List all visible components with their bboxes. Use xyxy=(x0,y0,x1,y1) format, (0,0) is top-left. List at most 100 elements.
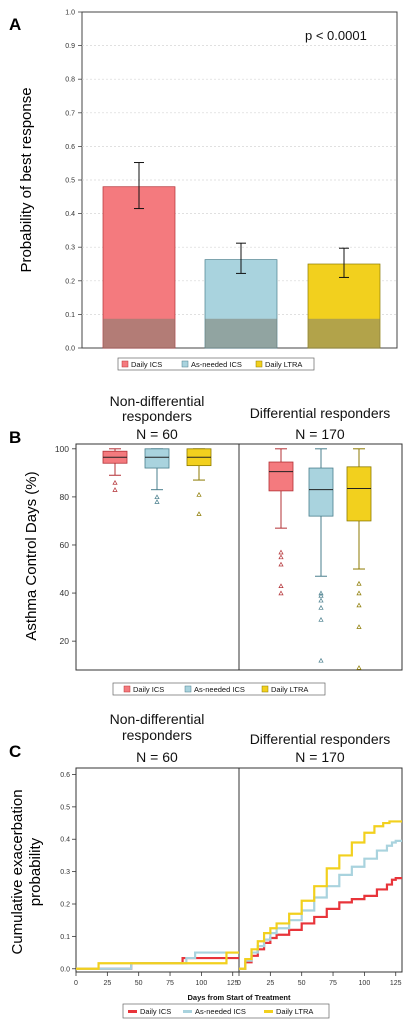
y-tick-label: 0.3 xyxy=(65,245,75,252)
outlier-daily-ltra xyxy=(356,580,362,586)
legend-label-daily-ltra: Daily LTRA xyxy=(271,685,308,694)
y-tick-label: 0.5 xyxy=(60,804,70,811)
panel-b-group1-title-line2: responders xyxy=(122,408,192,424)
panel-b-group2-n: N = 170 xyxy=(295,426,345,442)
legend-label-daily-ics: Daily ICS xyxy=(131,360,162,369)
panel-letter-b: B xyxy=(9,428,21,447)
y-tick-label: 0.4 xyxy=(60,837,70,844)
x-tick-label: 50 xyxy=(298,980,306,987)
outlier-daily-ltra xyxy=(356,665,362,670)
panel-b-y-label: Asthma Control Days (%) xyxy=(23,471,40,640)
outlier-daily-ics xyxy=(112,479,118,485)
outlier-daily-ltra xyxy=(196,511,202,516)
y-tick-label: 40 xyxy=(60,588,70,598)
legend-label-daily-ltra: Daily LTRA xyxy=(265,360,302,369)
y-tick-label: 0.7 xyxy=(65,110,75,117)
outlier-as-needed-ics xyxy=(318,590,324,596)
panel-letter-c: C xyxy=(9,742,21,761)
panel-b-legend: Daily ICS As-needed ICS Daily LTRA xyxy=(112,682,326,696)
panel-a-y-label: Probability of best response xyxy=(18,87,35,272)
y-tick-label: 0.9 xyxy=(65,43,75,50)
box-daily-ics xyxy=(268,461,294,492)
y-tick-label: 0.2 xyxy=(65,278,75,285)
panel-a-legend: Daily ICS As-needed ICS Daily LTRA xyxy=(117,357,315,371)
x-tick-label: 125 xyxy=(390,980,402,987)
y-tick-label: 0.3 xyxy=(60,869,70,876)
outlier-daily-ics xyxy=(112,487,118,492)
x-tick-label: 25 xyxy=(103,980,111,987)
panel-c-group1-title-line2: responders xyxy=(122,727,192,743)
y-tick-label: 0.6 xyxy=(65,144,75,151)
curve-daily-ltra-differential xyxy=(239,820,402,970)
legend-swatch-daily-ltra xyxy=(255,360,263,368)
legend-swatch-as-needed-ics xyxy=(181,360,189,368)
y-tick-label: 0.4 xyxy=(65,211,75,218)
outlier-daily-ics xyxy=(278,549,284,555)
panel-c-y-label-line2: probability xyxy=(27,837,44,906)
bar-base-daily-ics xyxy=(103,318,175,348)
box-as-needed-ics xyxy=(308,467,334,517)
y-tick-label: 20 xyxy=(60,636,70,646)
legend-swatch-as-needed-ics xyxy=(184,685,192,693)
x-tick-label: 100 xyxy=(196,980,208,987)
y-tick-label: 0.6 xyxy=(60,772,70,779)
y-tick-label: 0.1 xyxy=(65,312,75,319)
legend-frame xyxy=(112,682,326,696)
legend-label-as-needed-ics: As-needed ICS xyxy=(191,360,242,369)
legend-swatch-daily-ics xyxy=(123,685,131,693)
panel-c-group2-title: Differential responders xyxy=(250,731,391,747)
y-tick-label: 0.0 xyxy=(60,966,70,973)
outlier-as-needed-ics xyxy=(318,657,324,663)
legend-line-daily-ltra xyxy=(264,1010,273,1013)
legend-swatch-daily-ics xyxy=(121,360,129,368)
outlier-as-needed-ics xyxy=(318,592,324,598)
curve-daily-ics-differential xyxy=(239,876,402,970)
outlier-as-needed-ics xyxy=(154,494,160,500)
panel-letter-a: A xyxy=(9,15,21,34)
legend-label-daily-ics: Daily ICS xyxy=(140,1007,171,1016)
panel-c-x-label: Days from Start of Treatment xyxy=(188,993,291,1002)
x-tick-label: 50 xyxy=(135,980,143,987)
outlier-daily-ltra xyxy=(356,602,362,608)
legend-frame xyxy=(117,357,315,371)
outlier-as-needed-ics xyxy=(318,616,324,622)
x-tick-label: 100 xyxy=(359,980,371,987)
y-tick-label: 0.0 xyxy=(65,346,75,353)
y-tick-label: 0.2 xyxy=(60,902,70,909)
outlier-daily-ics xyxy=(278,554,284,560)
outlier-daily-ics xyxy=(278,583,284,589)
x-tick-label: 0 xyxy=(74,980,78,987)
x-tick-label: 125 xyxy=(227,980,239,987)
y-tick-label: 0.1 xyxy=(60,934,70,941)
y-tick-label: 1.0 xyxy=(65,10,75,17)
legend-label-as-needed-ics: As-needed ICS xyxy=(195,1007,246,1016)
p-value-annotation: p < 0.0001 xyxy=(305,28,367,43)
panel-c-y-label-line1: Cumulative exacerbation xyxy=(9,789,26,954)
outlier-as-needed-ics xyxy=(318,597,324,603)
panel-b-group1-n: N = 60 xyxy=(136,426,178,442)
panel-c-legend: Daily ICS As-needed ICS Daily LTRA xyxy=(122,1003,330,1019)
panel-c: Non-differential responders N = 60 Diffe… xyxy=(9,711,403,1019)
bar-base-as-needed-ics xyxy=(205,318,277,348)
panel-c-group2-n: N = 170 xyxy=(295,749,345,765)
panel-c-group1-n: N = 60 xyxy=(136,749,178,765)
panel-b-group2-title: Differential responders xyxy=(250,405,391,421)
bar-base-daily-ltra xyxy=(308,318,380,348)
outlier-as-needed-ics xyxy=(318,604,324,610)
panel-a: Probability of best response p < 0.0001 … xyxy=(18,10,398,371)
y-tick-label: 0.5 xyxy=(65,178,75,185)
panel-b: Non-differential responders N = 60 Diffe… xyxy=(23,393,403,696)
outlier-as-needed-ics xyxy=(154,499,160,504)
panel-b-group1-title-line1: Non-differential xyxy=(110,393,205,409)
y-tick-label: 100 xyxy=(55,444,69,454)
panel-c-group1-title-line1: Non-differential xyxy=(110,711,205,727)
x-tick-label: 0 xyxy=(237,980,241,987)
legend-line-daily-ics xyxy=(128,1010,137,1013)
outlier-daily-ics xyxy=(278,561,284,567)
legend-swatch-daily-ltra xyxy=(261,685,269,693)
x-tick-label: 75 xyxy=(166,980,174,987)
box-daily-ltra xyxy=(346,466,372,522)
y-tick-label: 0.8 xyxy=(65,77,75,84)
curve-daily-ltra-non-differential xyxy=(76,951,239,970)
